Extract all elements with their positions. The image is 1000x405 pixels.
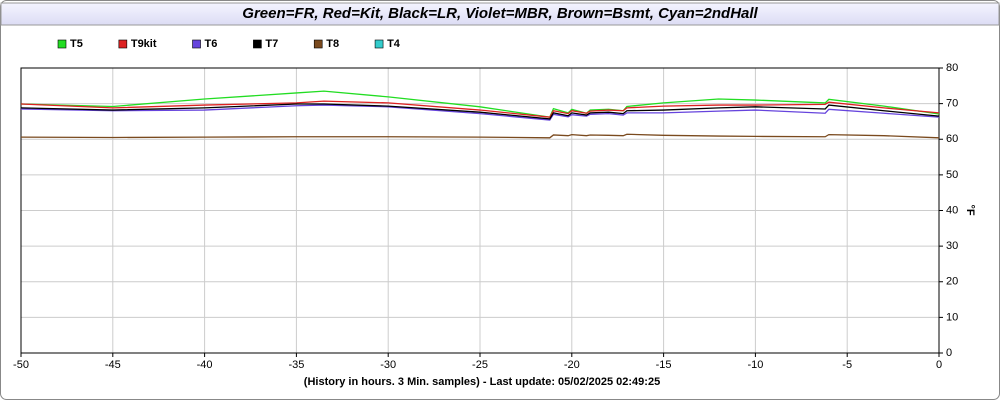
x-axis-label: (History in hours. 3 Min. samples) - Las…: [304, 376, 660, 388]
y-tick-label: 50: [946, 169, 958, 181]
x-tick-label: -20: [564, 359, 580, 371]
series-line: [20, 103, 940, 120]
title-bar: [0, 2, 1000, 26]
legend-swatch: [253, 39, 262, 49]
y-axis-label: °F: [964, 204, 976, 215]
legend-swatch: [313, 39, 323, 49]
y-tick-label: 60: [946, 133, 958, 145]
legend-swatch: [192, 39, 201, 49]
chart-title: Green=FR, Red=Kit, Black=LR, Violet=MBR,…: [242, 5, 758, 22]
y-tick-label: 80: [946, 62, 958, 74]
x-tick-label: -35: [288, 359, 304, 371]
y-tick-label: 40: [946, 204, 958, 216]
y-tick-label: 20: [946, 276, 958, 288]
legend-swatch: [118, 39, 128, 49]
legend-swatch: [374, 39, 384, 49]
series-line: [20, 100, 940, 118]
x-tick-label: -40: [197, 359, 213, 371]
y-tick-label: 0: [946, 347, 952, 359]
y-tick-label: 30: [946, 240, 958, 252]
x-tick-label: -15: [656, 359, 672, 371]
x-tick-label: -5: [842, 359, 852, 371]
x-tick-label: -50: [13, 359, 29, 371]
x-tick-label: -25: [472, 359, 488, 371]
y-tick-label: 70: [946, 98, 958, 110]
legend-swatch: [57, 39, 67, 49]
legend-label: T7: [265, 38, 278, 50]
x-tick-label: 0: [936, 359, 942, 371]
y-tick-label: 10: [946, 311, 958, 323]
x-tick-label: -30: [380, 359, 396, 371]
plot-border: [20, 67, 940, 354]
series-line: [20, 104, 940, 121]
legend-label: T5: [70, 38, 83, 50]
series-line: [20, 133, 940, 139]
x-tick-label: -10: [747, 359, 763, 371]
x-tick-label: -45: [105, 359, 121, 371]
legend-label: T4: [387, 38, 401, 50]
legend-label: T9kit: [131, 38, 157, 50]
legend-label: T8: [326, 38, 339, 50]
legend-label: T6: [205, 38, 218, 50]
